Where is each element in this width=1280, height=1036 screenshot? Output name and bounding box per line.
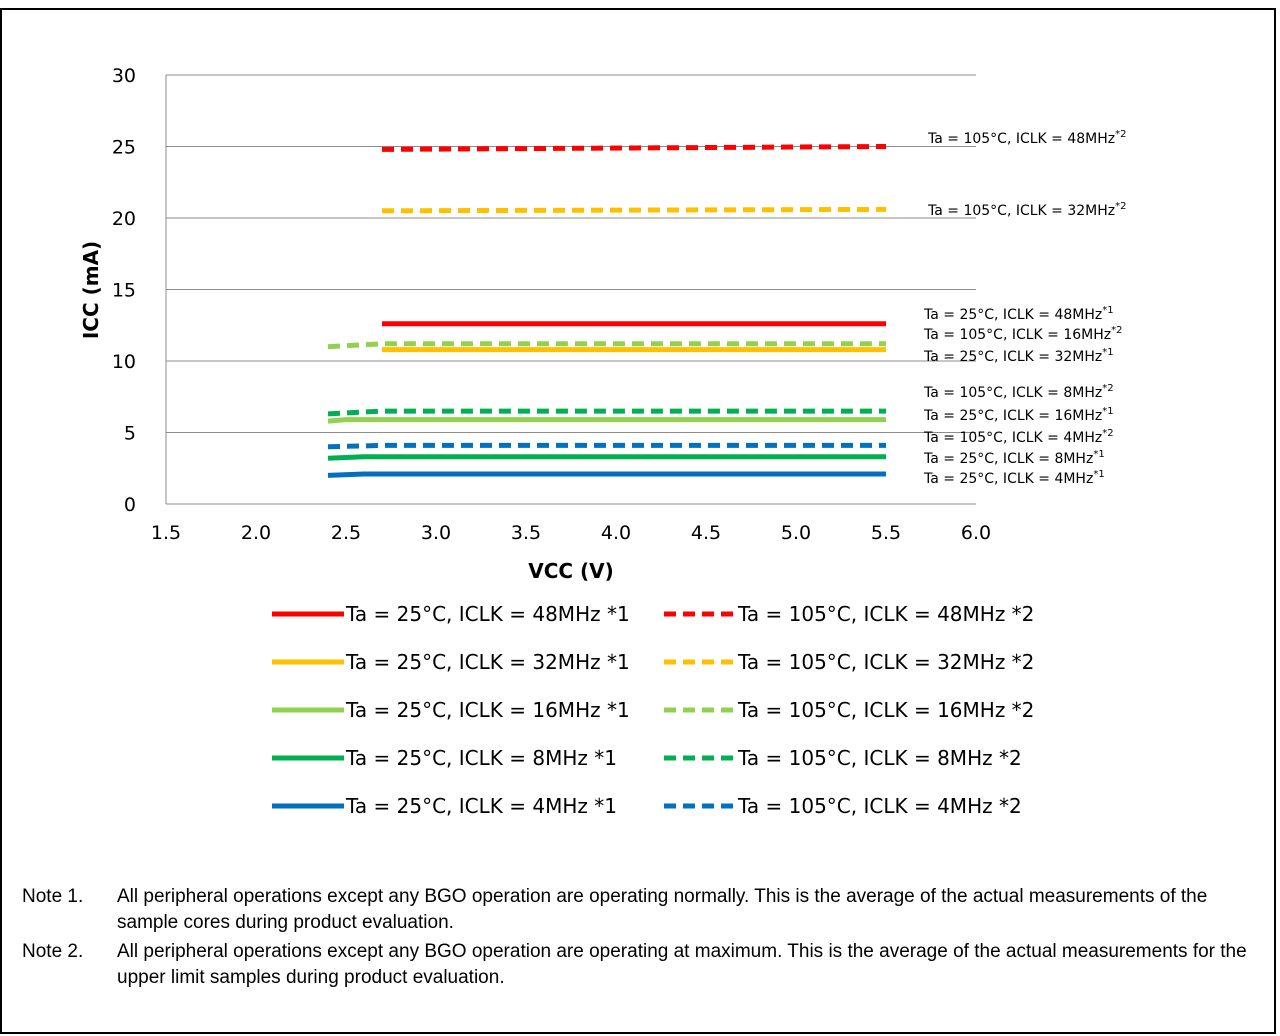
- grid-lines: [166, 74, 976, 505]
- notes: Note 1. All peripheral operations except…: [22, 884, 1262, 994]
- legend-label: Ta = 105°C, ICLK = 4MHz *2: [737, 794, 1022, 818]
- note-1-text: All peripheral operations except any BGO…: [117, 886, 1208, 933]
- y-tick-label: 30: [112, 65, 136, 87]
- legend: Ta = 25°C, ICLK = 48MHz *1 Ta = 105°C, IC…: [272, 602, 1034, 818]
- legend-label: Ta = 25°C, ICLK = 8MHz *1: [345, 746, 617, 770]
- y-tick-label: 5: [124, 423, 136, 445]
- series-annotation: Ta = 25°C, ICLK = 48MHz*1: [923, 305, 1114, 323]
- x-tick-label: 2.5: [331, 522, 361, 544]
- x-tick-label: 4.0: [601, 522, 631, 544]
- y-tick-label: 0: [124, 494, 136, 516]
- note-2-text: All peripheral operations except any BGO…: [117, 941, 1247, 988]
- x-tick-label: 3.0: [421, 522, 451, 544]
- y-tick-label: 25: [112, 137, 136, 159]
- series-annotation: Ta = 25°C, ICLK = 4MHz*1: [923, 469, 1105, 487]
- x-tick-label: 5.0: [781, 522, 811, 544]
- legend-label: Ta = 105°C, ICLK = 48MHz *2: [737, 602, 1034, 626]
- series-annotation: Ta = 25°C, ICLK = 8MHz*1: [923, 449, 1105, 467]
- x-tick-label: 1.5: [151, 522, 181, 544]
- x-tick-label: 5.5: [871, 522, 901, 544]
- series-lines: [327, 144, 887, 478]
- figure-frame: [0, 8, 1276, 1034]
- x-axis-label: VCC (V): [528, 559, 614, 583]
- x-tick-label: 6.0: [961, 522, 991, 544]
- series-annotation: Ta = 105°C, ICLK = 4MHz*2: [923, 428, 1114, 446]
- series-line-3: [381, 206, 887, 214]
- legend-label: Ta = 25°C, ICLK = 48MHz *1: [345, 602, 630, 626]
- series-annotation: Ta = 105°C, ICLK = 16MHz*2: [923, 325, 1123, 343]
- series-line-4: [327, 417, 886, 424]
- note-1: Note 1. All peripheral operations except…: [22, 884, 1262, 936]
- x-tick-label: 2.0: [241, 522, 271, 544]
- series-annotation: Ta = 105°C, ICLK = 48MHz*2: [927, 129, 1127, 147]
- y-tick-label: 10: [112, 351, 136, 373]
- series-line-9: [327, 442, 886, 450]
- chart: 0 5 10 15 20 25 30 1.5 2.0 2.5 3.0 3.5 4.0 4.5 5.0 5.5 6…: [79, 65, 1127, 818]
- series-line-5: [327, 341, 886, 350]
- legend-label: Ta = 105°C, ICLK = 8MHz *2: [737, 746, 1022, 770]
- series-line-6: [327, 454, 886, 461]
- note-2-label: Note 2.: [22, 941, 84, 962]
- series-annotation: Ta = 105°C, ICLK = 8MHz*2: [923, 383, 1114, 401]
- y-tick-label: 15: [112, 280, 136, 302]
- series-line-1: [381, 144, 887, 152]
- y-tick-label: 20: [112, 208, 136, 230]
- series-annotation: Ta = 25°C, ICLK = 32MHz*1: [923, 347, 1114, 365]
- y-axis-label: ICC (mA): [79, 241, 103, 339]
- legend-label: Ta = 105°C, ICLK = 16MHz *2: [737, 698, 1034, 722]
- series-annotation: Ta = 25°C, ICLK = 16MHz*1: [923, 406, 1114, 424]
- line-annotations: Ta = 105°C, ICLK = 48MHz*2 Ta = 105°C, IC…: [923, 129, 1127, 487]
- legend-label: Ta = 25°C, ICLK = 4MHz *1: [345, 794, 617, 818]
- axes: 0 5 10 15 20 25 30 1.5 2.0 2.5 3.0 3.5 4.0 4.5 5.0 5.5 6…: [112, 65, 991, 544]
- series-line-8: [327, 471, 886, 478]
- note-2: Note 2. All peripheral operations except…: [22, 939, 1262, 991]
- x-tick-label: 3.5: [511, 522, 541, 544]
- series-line-7: [327, 408, 886, 417]
- series-annotation: Ta = 105°C, ICLK = 32MHz*2: [927, 201, 1127, 219]
- legend-label: Ta = 25°C, ICLK = 32MHz *1: [345, 650, 630, 674]
- legend-label: Ta = 25°C, ICLK = 16MHz *1: [345, 698, 630, 722]
- note-1-label: Note 1.: [22, 886, 84, 907]
- x-tick-label: 4.5: [691, 522, 721, 544]
- legend-label: Ta = 105°C, ICLK = 32MHz *2: [737, 650, 1034, 674]
